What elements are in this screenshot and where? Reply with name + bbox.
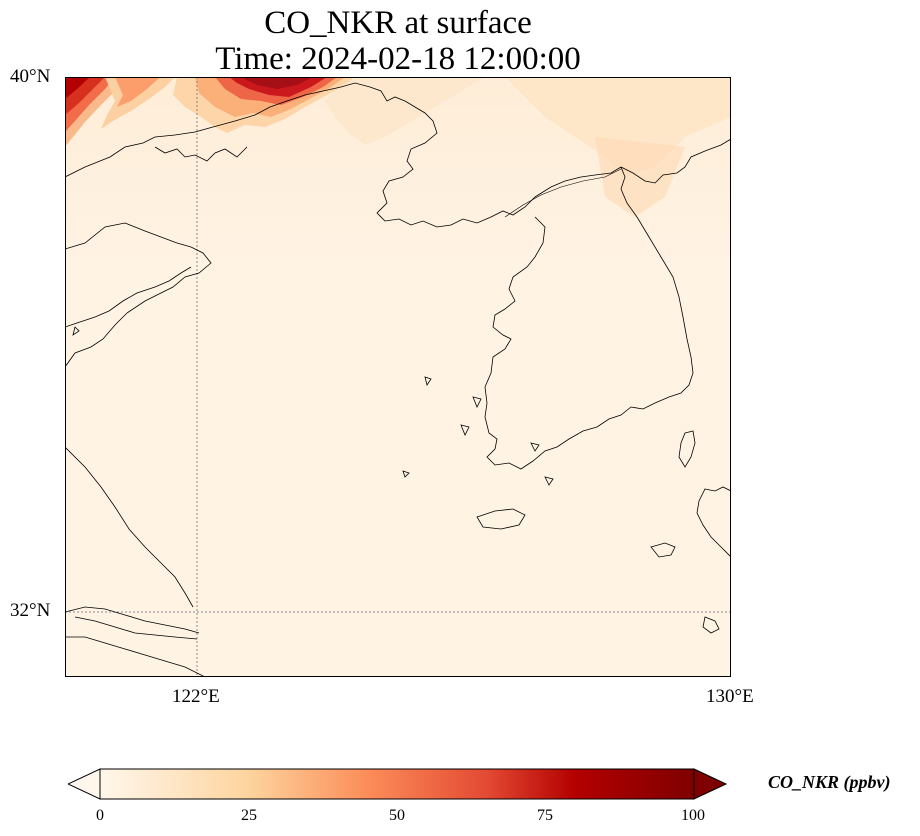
colorbar-extend-min <box>68 768 101 800</box>
colorbar-tick-0: 0 <box>96 807 104 824</box>
map-title: CO_NKR at surface <box>264 5 532 41</box>
lat-tick-40: 40°N <box>10 66 51 87</box>
lat-tick-32: 32°N <box>10 600 51 621</box>
colorbar <box>68 768 728 800</box>
colorbar-tick-100: 100 <box>681 807 705 824</box>
colorbar-label: CO_NKR (ppbv) <box>768 772 891 792</box>
colorbar-gradient <box>99 768 695 800</box>
map-time: Time: 2024-02-18 12:00:00 <box>215 41 581 77</box>
colorbar-tick-75: 75 <box>537 807 553 824</box>
map-panel <box>65 77 731 677</box>
concentration-plume <box>65 77 731 217</box>
colorbar-tick-50: 50 <box>389 807 405 824</box>
lon-tick-122: 122°E <box>172 686 220 707</box>
map-border <box>65 77 731 677</box>
colorbar-extend-max <box>693 768 728 800</box>
lon-tick-130: 130°E <box>706 686 754 707</box>
border-line <box>504 168 622 218</box>
coastlines <box>65 82 731 677</box>
colorbar-tick-25: 25 <box>241 807 257 824</box>
